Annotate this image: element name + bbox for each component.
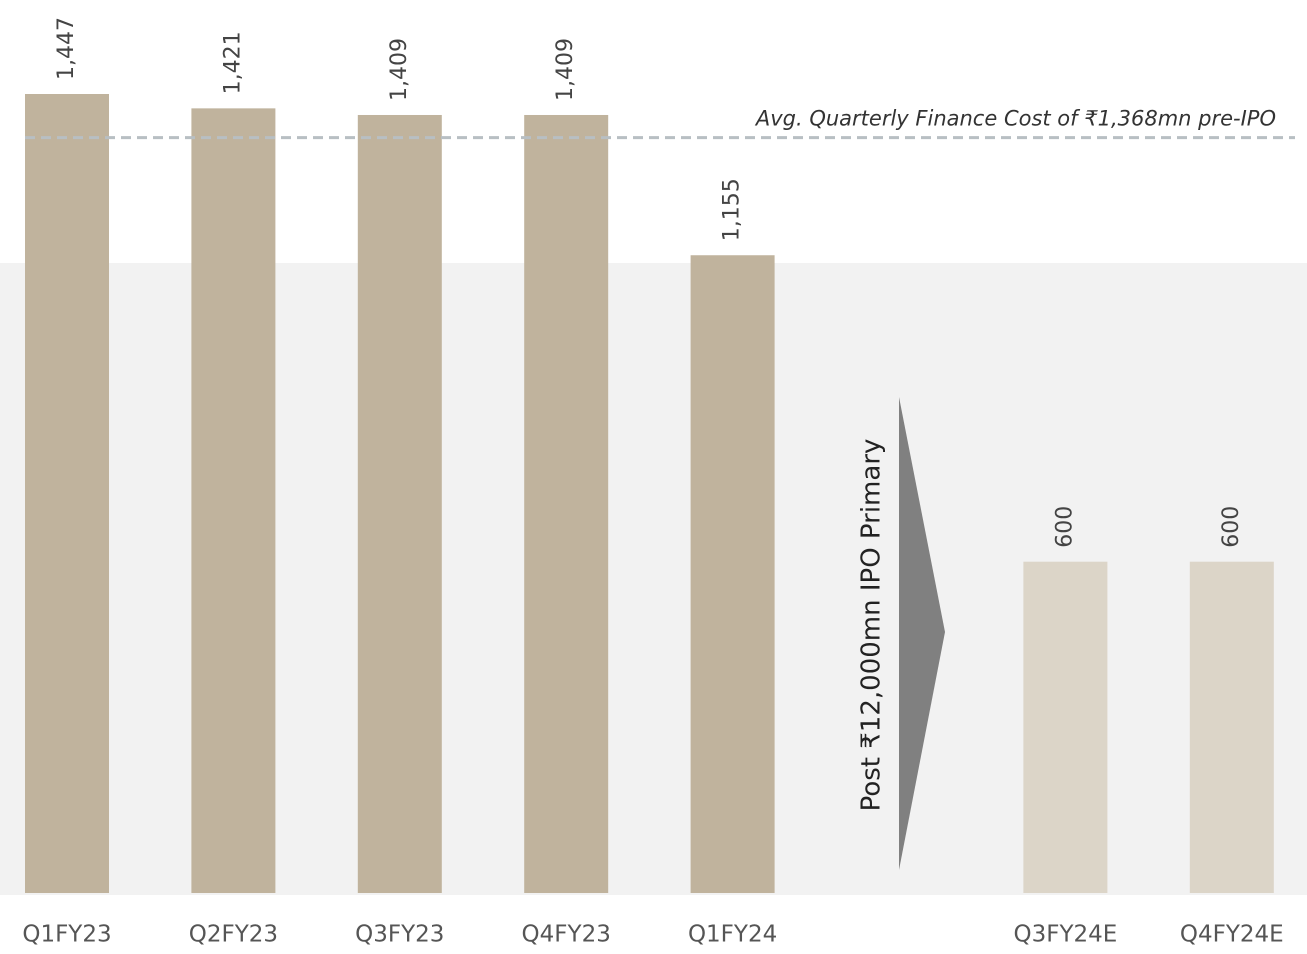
value-label: 1,409 <box>553 38 578 101</box>
x-tick-label: Q3FY24E <box>1013 922 1117 948</box>
x-tick-label: Q2FY23 <box>189 922 278 948</box>
value-label: 1,447 <box>54 17 79 80</box>
annotation: Post ₹12,000mn IPO Primary <box>857 439 887 812</box>
bar <box>524 114 609 893</box>
bar <box>1023 561 1108 893</box>
bar <box>191 108 276 894</box>
x-tick-label: Q1FY23 <box>22 922 111 948</box>
value-label: 1,421 <box>220 31 245 94</box>
x-tick-label: Q1FY24 <box>688 922 777 948</box>
x-tick-label: Q4FY24E <box>1180 922 1284 948</box>
bar <box>690 255 775 893</box>
bar <box>357 114 442 893</box>
value-label: 1,409 <box>387 38 412 101</box>
x-tick-label: Q3FY23 <box>355 922 444 948</box>
x-tick-label: Q4FY23 <box>522 922 611 948</box>
value-label: 600 <box>1052 506 1077 548</box>
bar <box>1189 561 1274 893</box>
arrow <box>899 397 945 870</box>
value-label: 600 <box>1219 506 1244 548</box>
bar <box>25 94 109 893</box>
reference-label: Avg. Quarterly Finance Cost of ₹1,368mn … <box>754 107 1276 131</box>
value-label: 1,155 <box>720 178 745 241</box>
